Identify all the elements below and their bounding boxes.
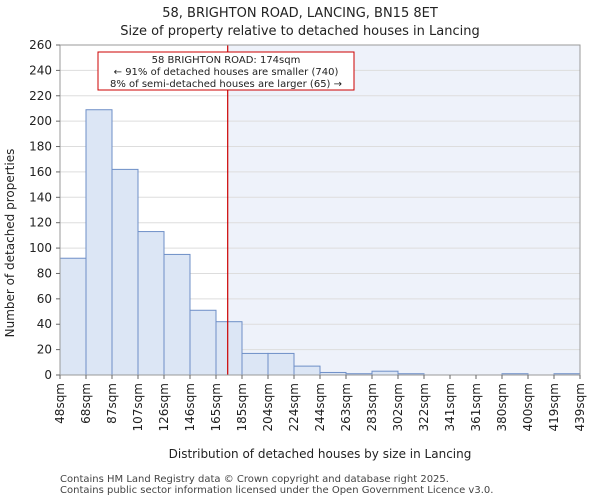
histogram-bar: [111, 168, 139, 376]
x-tick-label: 283sqm: [365, 383, 379, 431]
chart-title: 58, BRIGHTON ROAD, LANCING, BN15 8ET: [162, 6, 438, 21]
x-tick-label: 224sqm: [287, 383, 301, 431]
x-tick-label: 68sqm: [79, 383, 93, 424]
x-tick-label: 126sqm: [157, 383, 171, 431]
footer-line-2: Contains public sector information licen…: [60, 485, 494, 496]
x-tick-label: 419sqm: [547, 383, 561, 431]
y-axis-label: Number of detached properties: [3, 149, 17, 338]
y-tick-label: 240: [29, 63, 52, 77]
x-tick-label: 146sqm: [183, 383, 197, 431]
x-tick-label: 244sqm: [313, 383, 327, 431]
x-tick-label: 185sqm: [235, 383, 249, 431]
y-tick-label: 40: [37, 317, 52, 331]
x-tick-label: 341sqm: [443, 383, 457, 431]
x-tick-label: 87sqm: [105, 383, 119, 424]
x-axis-label: Distribution of detached houses by size …: [169, 447, 472, 461]
x-tick-label: 165sqm: [209, 383, 223, 431]
x-tick-label: 204sqm: [261, 383, 275, 431]
y-tick-label: 100: [29, 241, 52, 255]
x-tick-label: 322sqm: [417, 383, 431, 431]
x-tick-label: 302sqm: [391, 383, 405, 431]
histogram-bar: [371, 370, 399, 376]
y-tick-label: 220: [29, 89, 52, 103]
x-tick-label: 48sqm: [53, 383, 67, 424]
x-tick-label: 263sqm: [339, 383, 353, 431]
histogram-bar: [215, 321, 243, 376]
annotation-line-1: 58 BRIGHTON ROAD: 174sqm: [152, 55, 301, 66]
y-tick-label: 200: [29, 114, 52, 128]
y-tick-label: 60: [37, 292, 52, 306]
footer-line-1: Contains HM Land Registry data © Crown c…: [60, 474, 449, 485]
x-tick-label: 439sqm: [573, 383, 587, 431]
histogram-bar: [267, 352, 295, 376]
annotation-line-3: 8% of semi-detached houses are larger (6…: [110, 79, 342, 90]
annotation-line-2: ← 91% of detached houses are smaller (74…: [114, 67, 339, 78]
histogram-bar: [137, 231, 165, 376]
y-tick-label: 160: [29, 165, 52, 179]
chart-subtitle: Size of property relative to detached ho…: [120, 24, 480, 39]
y-tick-label: 180: [29, 140, 52, 154]
x-tick-label: 400sqm: [521, 383, 535, 431]
x-tick-label: 380sqm: [495, 383, 509, 431]
y-tick-label: 260: [29, 38, 52, 52]
histogram-bar: [293, 365, 321, 376]
histogram-bar: [59, 257, 87, 376]
y-tick-label: 20: [37, 343, 52, 357]
x-tick-label: 361sqm: [469, 383, 483, 431]
x-tick-label: 107sqm: [131, 383, 145, 431]
y-tick-label: 80: [37, 266, 52, 280]
histogram-bar: [189, 309, 217, 376]
histogram-bar: [85, 109, 113, 376]
larger-region-shade: [227, 45, 580, 375]
y-tick-label: 0: [44, 368, 52, 382]
y-tick-label: 120: [29, 216, 52, 230]
histogram-bar: [163, 253, 191, 376]
y-tick-label: 140: [29, 190, 52, 204]
annotation-box: [97, 51, 355, 91]
histogram-bar: [241, 352, 269, 376]
